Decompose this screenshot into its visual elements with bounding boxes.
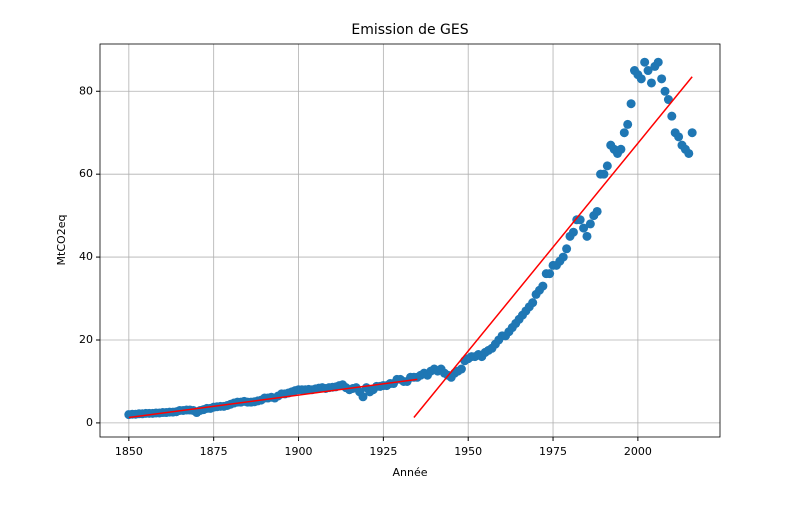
y-axis-label: MtCO2eq <box>55 215 68 266</box>
point <box>640 57 650 67</box>
point <box>592 206 602 216</box>
point <box>582 231 592 241</box>
point <box>616 144 626 154</box>
y-tick-label: 0 <box>86 416 93 429</box>
point <box>626 99 636 109</box>
point <box>456 364 466 374</box>
x-tick-label: 1875 <box>200 445 228 458</box>
point <box>568 227 578 237</box>
point <box>358 392 368 402</box>
point <box>636 74 646 84</box>
y-tick-label: 80 <box>79 84 93 97</box>
point <box>623 119 633 129</box>
x-tick-label: 1900 <box>285 445 313 458</box>
x-tick-label: 1850 <box>115 445 143 458</box>
y-tick-label: 20 <box>79 333 93 346</box>
point <box>538 281 548 291</box>
point <box>602 161 612 171</box>
point <box>528 298 538 308</box>
chart-title: Emission de GES <box>351 22 468 38</box>
point <box>643 66 653 76</box>
point <box>687 128 697 138</box>
point <box>585 219 595 229</box>
y-tick-label: 60 <box>79 167 93 180</box>
x-axis-label: Année <box>392 466 427 479</box>
point <box>562 244 572 254</box>
point <box>667 111 677 121</box>
point <box>558 252 568 262</box>
x-tick-label: 1925 <box>369 445 397 458</box>
point <box>657 74 667 84</box>
point <box>684 148 694 158</box>
x-tick-label: 1950 <box>454 445 482 458</box>
point <box>660 86 670 96</box>
point <box>579 223 589 233</box>
x-tick-label: 2000 <box>624 445 652 458</box>
point <box>663 95 673 105</box>
point <box>646 78 656 88</box>
point <box>653 57 663 67</box>
point <box>674 132 684 142</box>
fit-line <box>413 76 693 418</box>
point <box>545 269 555 279</box>
point <box>619 128 629 138</box>
point <box>599 169 609 179</box>
fit-line <box>128 378 418 419</box>
plot-frame <box>99 43 721 438</box>
x-tick-label: 1975 <box>539 445 567 458</box>
y-tick-label: 40 <box>79 250 93 263</box>
